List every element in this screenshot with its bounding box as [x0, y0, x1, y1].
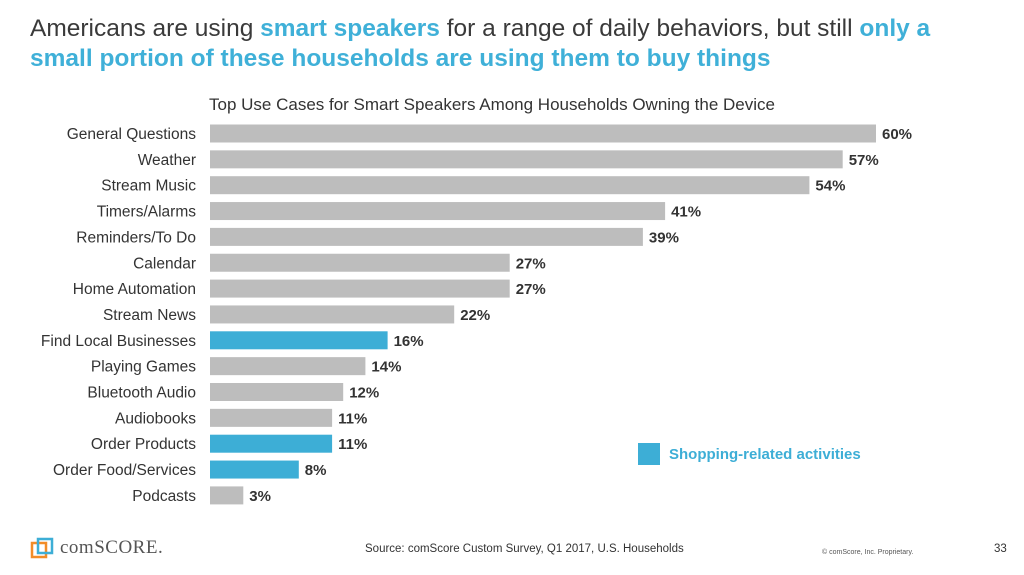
- value-label-calendar: 27%: [516, 255, 546, 272]
- comscore-logo-icon: [30, 537, 54, 559]
- bar-timers-alarms: [210, 202, 666, 221]
- category-label-playing-games: Playing Games: [91, 359, 196, 376]
- legend-swatch: [638, 443, 660, 465]
- category-label-stream-news: Stream News: [103, 307, 196, 324]
- legend: Shopping-related activities: [638, 443, 861, 465]
- category-label-podcasts: Podcasts: [132, 488, 196, 505]
- copyright-note: © comScore, Inc. Proprietary.: [822, 549, 914, 556]
- bar-audiobooks: [210, 408, 333, 427]
- bar-stream-news: [210, 305, 455, 324]
- category-label-order-food-services: Order Food/Services: [53, 462, 196, 479]
- headline: Americans are using smart speakers for a…: [30, 14, 990, 74]
- headline-highlight-2: only a small portion of these households…: [30, 15, 931, 72]
- headline-part-2: for a range of daily behaviors, but stil…: [439, 15, 860, 42]
- bar-home-automation: [210, 279, 510, 298]
- logo-text: comSCORE.: [60, 537, 164, 558]
- bar-find-local-businesses: [210, 331, 388, 350]
- value-label-playing-games: 14%: [371, 359, 401, 376]
- value-label-timers-alarms: 41%: [671, 204, 701, 221]
- chart-title: Top Use Cases for Smart Speakers Among H…: [209, 95, 775, 114]
- bar-calendar: [210, 253, 510, 272]
- value-label-find-local-businesses: 16%: [394, 333, 424, 350]
- bar-podcasts: [210, 486, 244, 505]
- category-label-find-local-businesses: Find Local Businesses: [41, 333, 196, 350]
- category-label-bluetooth-audio: Bluetooth Audio: [87, 385, 196, 402]
- value-label-stream-news: 22%: [460, 307, 490, 324]
- category-label-stream-music: Stream Music: [101, 178, 196, 195]
- bar-chart: General Questions 60% Weather 57% Stream Mus…: [41, 124, 912, 505]
- value-label-order-products: 11%: [338, 436, 367, 453]
- bar-weather: [210, 150, 843, 169]
- bar-order-products: [210, 434, 333, 453]
- value-label-general-questions: 60%: [882, 126, 912, 143]
- category-label-general-questions: General Questions: [67, 126, 196, 143]
- value-label-podcasts: 3%: [249, 488, 271, 505]
- headline-part-1: Americans are using: [30, 15, 261, 42]
- bar-bluetooth-audio: [210, 383, 344, 401]
- value-label-reminders-to-do: 39%: [649, 229, 679, 246]
- value-label-home-automation: 27%: [516, 281, 546, 298]
- comscore-logo: comSCORE.: [30, 536, 163, 560]
- category-label-timers-alarms: Timers/Alarms: [97, 204, 197, 221]
- category-label-calendar: Calendar: [133, 255, 196, 272]
- bar-general-questions: [210, 124, 876, 143]
- category-label-order-products: Order Products: [91, 436, 196, 453]
- source-note: Source: comScore Custom Survey, Q1 2017,…: [365, 543, 684, 555]
- headline-highlight-1: smart speakers: [260, 15, 440, 42]
- page-number: 33: [994, 543, 1007, 555]
- bar-stream-music: [210, 176, 810, 195]
- category-label-home-automation: Home Automation: [73, 281, 196, 298]
- category-label-reminders-to-do: Reminders/To Do: [76, 229, 196, 246]
- bar-reminders-to-do: [210, 227, 643, 246]
- category-label-audiobooks: Audiobooks: [115, 410, 196, 427]
- value-label-stream-music: 54%: [815, 178, 845, 195]
- value-label-weather: 57%: [849, 152, 879, 169]
- value-label-audiobooks: 11%: [338, 410, 367, 427]
- category-label-weather: Weather: [138, 152, 196, 169]
- value-label-order-food-services: 8%: [305, 462, 327, 479]
- legend-label: Shopping-related activities: [669, 445, 861, 463]
- bar-order-food-services: [210, 460, 299, 479]
- value-label-bluetooth-audio: 12%: [349, 385, 379, 402]
- bar-playing-games: [210, 357, 366, 376]
